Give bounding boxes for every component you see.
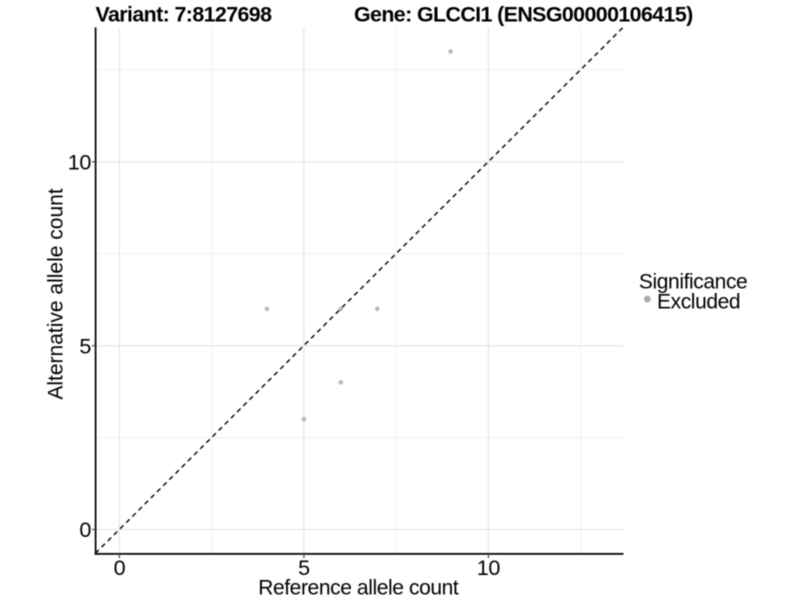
- svg-text:Alternative allele count: Alternative allele count: [45, 188, 68, 399]
- svg-text:10: 10: [477, 555, 501, 580]
- svg-text:0: 0: [114, 555, 126, 580]
- svg-text:Variant: 7:8127698: Variant: 7:8127698: [96, 3, 273, 27]
- svg-text:5: 5: [79, 333, 91, 358]
- svg-text:5: 5: [298, 555, 310, 580]
- svg-text:0: 0: [79, 517, 91, 542]
- svg-text:10: 10: [68, 149, 92, 174]
- svg-text:Excluded: Excluded: [657, 290, 740, 313]
- svg-text:Gene: GLCCI1 (ENSG00000106415): Gene: GLCCI1 (ENSG00000106415): [354, 3, 693, 27]
- svg-text:Reference allele count: Reference allele count: [258, 577, 459, 600]
- svg-text:Significance: Significance: [639, 270, 747, 293]
